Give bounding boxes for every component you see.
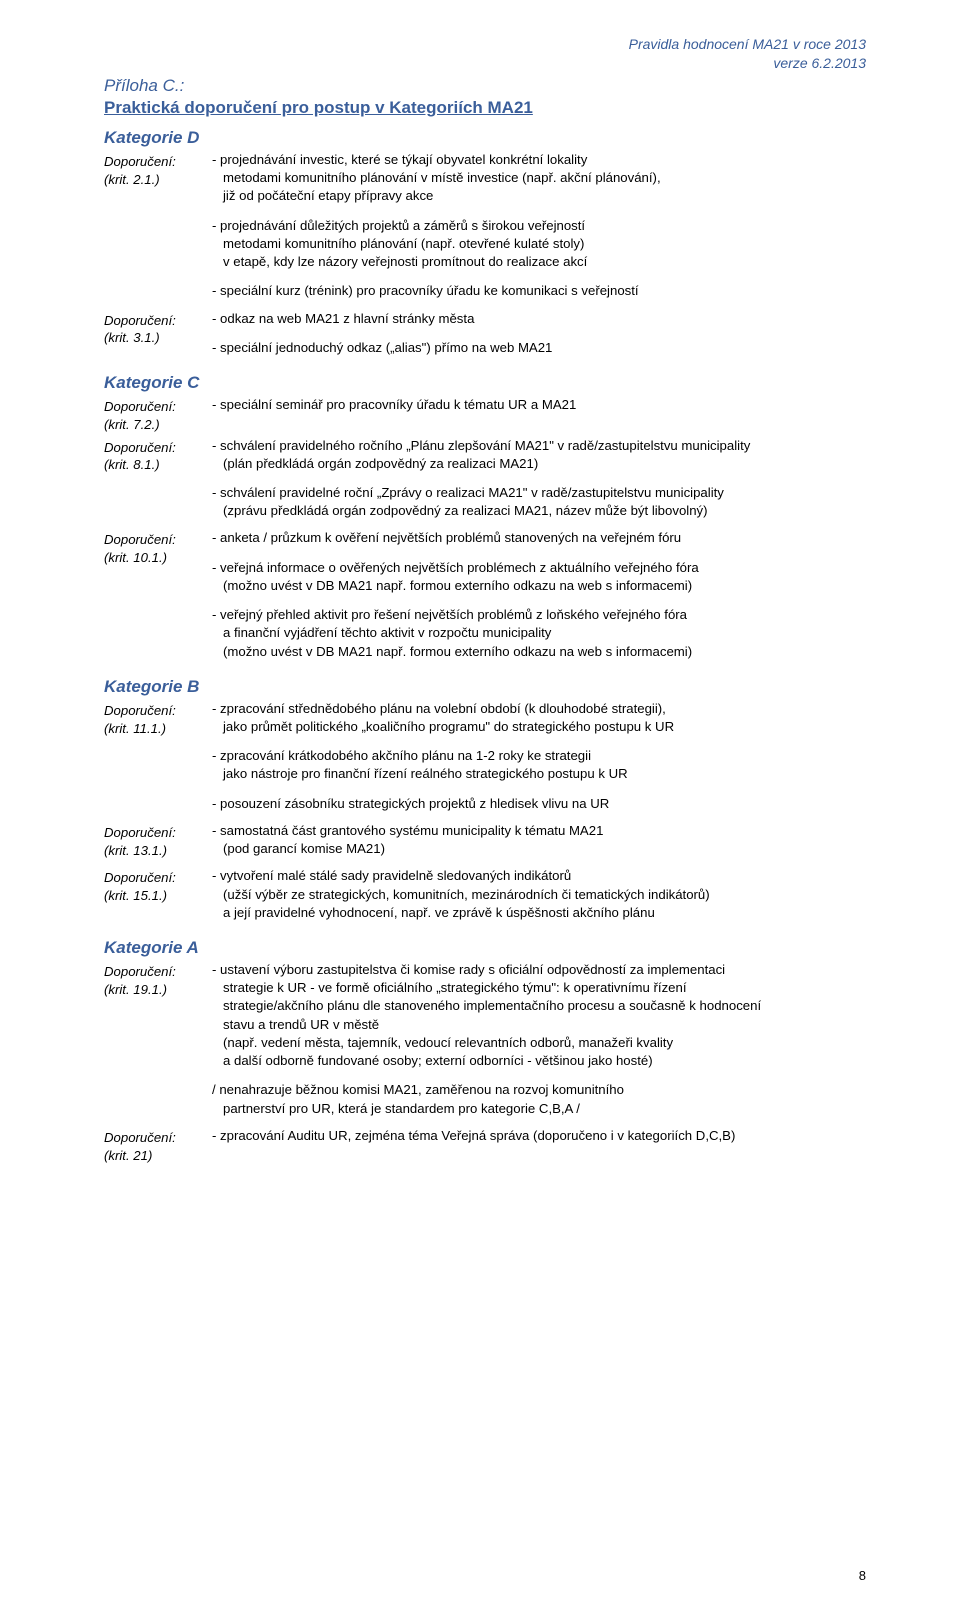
category-section: Kategorie DDoporučení:(krit. 2.1.)- proj… [104, 128, 878, 363]
recommendation-label-text: Doporučení: [104, 824, 212, 842]
recommendation-krit: (krit. 7.2.) [104, 416, 212, 434]
recommendation-krit: (krit. 2.1.) [104, 171, 212, 189]
document-page: Pravidla hodnocení MA21 v roce 2013 verz… [0, 0, 960, 1613]
recommendation-paragraph: - speciální seminář pro pracovníky úřadu… [212, 396, 878, 414]
recommendation-label: Doporučení:(krit. 3.1.) [104, 310, 212, 348]
recommendation-label-text: Doporučení: [104, 531, 212, 549]
recommendation-paragraph: - speciální jednoduchý odkaz („alias") p… [212, 339, 878, 357]
recommendation-label-text: Doporučení: [104, 702, 212, 720]
recommendation-row: Doporučení:(krit. 7.2.)- speciální semin… [104, 396, 878, 434]
recommendation-content: - odkaz na web MA21 z hlavní stránky měs… [212, 310, 878, 363]
recommendation-label: Doporučení:(krit. 2.1.) [104, 151, 212, 189]
recommendation-krit: (krit. 15.1.) [104, 887, 212, 905]
recommendation-label: Doporučení:(krit. 13.1.) [104, 822, 212, 860]
recommendation-content: - zpracování Auditu UR, zejména téma Veř… [212, 1127, 878, 1151]
recommendation-paragraph: - zpracování krátkodobého akčního plánu … [212, 747, 878, 783]
category-section: Kategorie CDoporučení:(krit. 7.2.)- spec… [104, 373, 878, 667]
recommendation-paragraph: - projednávání investic, které se týkají… [212, 151, 878, 206]
recommendation-content: - zpracování střednědobého plánu na vole… [212, 700, 878, 819]
recommendation-row: Doporučení:(krit. 8.1.)- schválení pravi… [104, 437, 878, 527]
recommendation-label: Doporučení:(krit. 21) [104, 1127, 212, 1165]
title-block: Příloha C.: Praktická doporučení pro pos… [104, 76, 878, 118]
recommendation-row: Doporučení:(krit. 15.1.)- vytvoření malé… [104, 867, 878, 928]
page-header: Pravidla hodnocení MA21 v roce 2013 verz… [629, 35, 866, 73]
recommendation-paragraph: - veřejný přehled aktivit pro řešení nej… [212, 606, 878, 661]
recommendation-paragraph: - ustavení výboru zastupitelstva či komi… [212, 961, 878, 1070]
recommendation-label-text: Doporučení: [104, 1129, 212, 1147]
recommendation-paragraph: - zpracování střednědobého plánu na vole… [212, 700, 878, 736]
recommendation-paragraph: - speciální kurz (trénink) pro pracovník… [212, 282, 878, 300]
recommendation-row: Doporučení:(krit. 19.1.)- ustavení výbor… [104, 961, 878, 1124]
recommendation-row: Doporučení:(krit. 10.1.)- anketa / průzk… [104, 529, 878, 666]
recommendation-krit: (krit. 10.1.) [104, 549, 212, 567]
header-line-2: verze 6.2.2013 [629, 54, 866, 73]
recommendation-label: Doporučení:(krit. 11.1.) [104, 700, 212, 738]
recommendation-row: Doporučení:(krit. 3.1.)- odkaz na web MA… [104, 310, 878, 363]
recommendation-row: Doporučení:(krit. 11.1.)- zpracování stř… [104, 700, 878, 819]
recommendation-paragraph: - zpracování Auditu UR, zejména téma Veř… [212, 1127, 878, 1145]
recommendation-krit: (krit. 8.1.) [104, 456, 212, 474]
categories-container: Kategorie DDoporučení:(krit. 2.1.)- proj… [104, 128, 878, 1164]
recommendation-label: Doporučení:(krit. 15.1.) [104, 867, 212, 905]
category-title: Kategorie D [104, 128, 878, 148]
recommendation-krit: (krit. 3.1.) [104, 329, 212, 347]
document-title: Praktická doporučení pro postup v Katego… [104, 98, 878, 118]
recommendation-content: - ustavení výboru zastupitelstva či komi… [212, 961, 878, 1124]
recommendation-row: Doporučení:(krit. 13.1.)- samostatná čás… [104, 822, 878, 864]
category-section: Kategorie BDoporučení:(krit. 11.1.)- zpr… [104, 677, 878, 928]
recommendation-row: Doporučení:(krit. 21)- zpracování Auditu… [104, 1127, 878, 1165]
recommendation-content: - projednávání investic, které se týkají… [212, 151, 878, 307]
recommendation-krit: (krit. 19.1.) [104, 981, 212, 999]
category-title: Kategorie A [104, 938, 878, 958]
appendix-label: Příloha C.: [104, 76, 878, 96]
recommendation-label: Doporučení:(krit. 19.1.) [104, 961, 212, 999]
category-title: Kategorie C [104, 373, 878, 393]
recommendation-paragraph: - schválení pravidelné roční „Zprávy o r… [212, 484, 878, 520]
recommendation-row: Doporučení:(krit. 2.1.)- projednávání in… [104, 151, 878, 307]
recommendation-label: Doporučení:(krit. 7.2.) [104, 396, 212, 434]
recommendation-paragraph: - vytvoření malé stálé sady pravidelně s… [212, 867, 878, 922]
header-line-1: Pravidla hodnocení MA21 v roce 2013 [629, 35, 866, 54]
recommendation-label-text: Doporučení: [104, 439, 212, 457]
recommendation-krit: (krit. 21) [104, 1147, 212, 1165]
recommendation-paragraph: - samostatná část grantového systému mun… [212, 822, 878, 858]
recommendation-paragraph: - veřejná informace o ověřených největší… [212, 559, 878, 595]
recommendation-label-text: Doporučení: [104, 963, 212, 981]
recommendation-paragraph: - schválení pravidelného ročního „Plánu … [212, 437, 878, 473]
recommendation-content: - anketa / průzkum k ověření největších … [212, 529, 878, 666]
recommendation-paragraph: - anketa / průzkum k ověření největších … [212, 529, 878, 547]
recommendation-krit: (krit. 13.1.) [104, 842, 212, 860]
recommendation-label-text: Doporučení: [104, 153, 212, 171]
recommendation-krit: (krit. 11.1.) [104, 720, 212, 738]
recommendation-label: Doporučení:(krit. 8.1.) [104, 437, 212, 475]
recommendation-paragraph: - posouzení zásobníku strategických proj… [212, 795, 878, 813]
recommendation-label-text: Doporučení: [104, 312, 212, 330]
category-section: Kategorie ADoporučení:(krit. 19.1.)- ust… [104, 938, 878, 1164]
recommendation-content: - schválení pravidelného ročního „Plánu … [212, 437, 878, 527]
recommendation-paragraph: - projednávání důležitých projektů a zám… [212, 217, 878, 272]
recommendation-paragraph: - odkaz na web MA21 z hlavní stránky měs… [212, 310, 878, 328]
page-number: 8 [859, 1568, 866, 1583]
recommendation-paragraph: / nenahrazuje běžnou komisi MA21, zaměře… [212, 1081, 878, 1117]
category-title: Kategorie B [104, 677, 878, 697]
recommendation-content: - samostatná část grantového systému mun… [212, 822, 878, 864]
recommendation-content: - vytvoření malé stálé sady pravidelně s… [212, 867, 878, 928]
recommendation-content: - speciální seminář pro pracovníky úřadu… [212, 396, 878, 420]
recommendation-label: Doporučení:(krit. 10.1.) [104, 529, 212, 567]
recommendation-label-text: Doporučení: [104, 869, 212, 887]
recommendation-label-text: Doporučení: [104, 398, 212, 416]
